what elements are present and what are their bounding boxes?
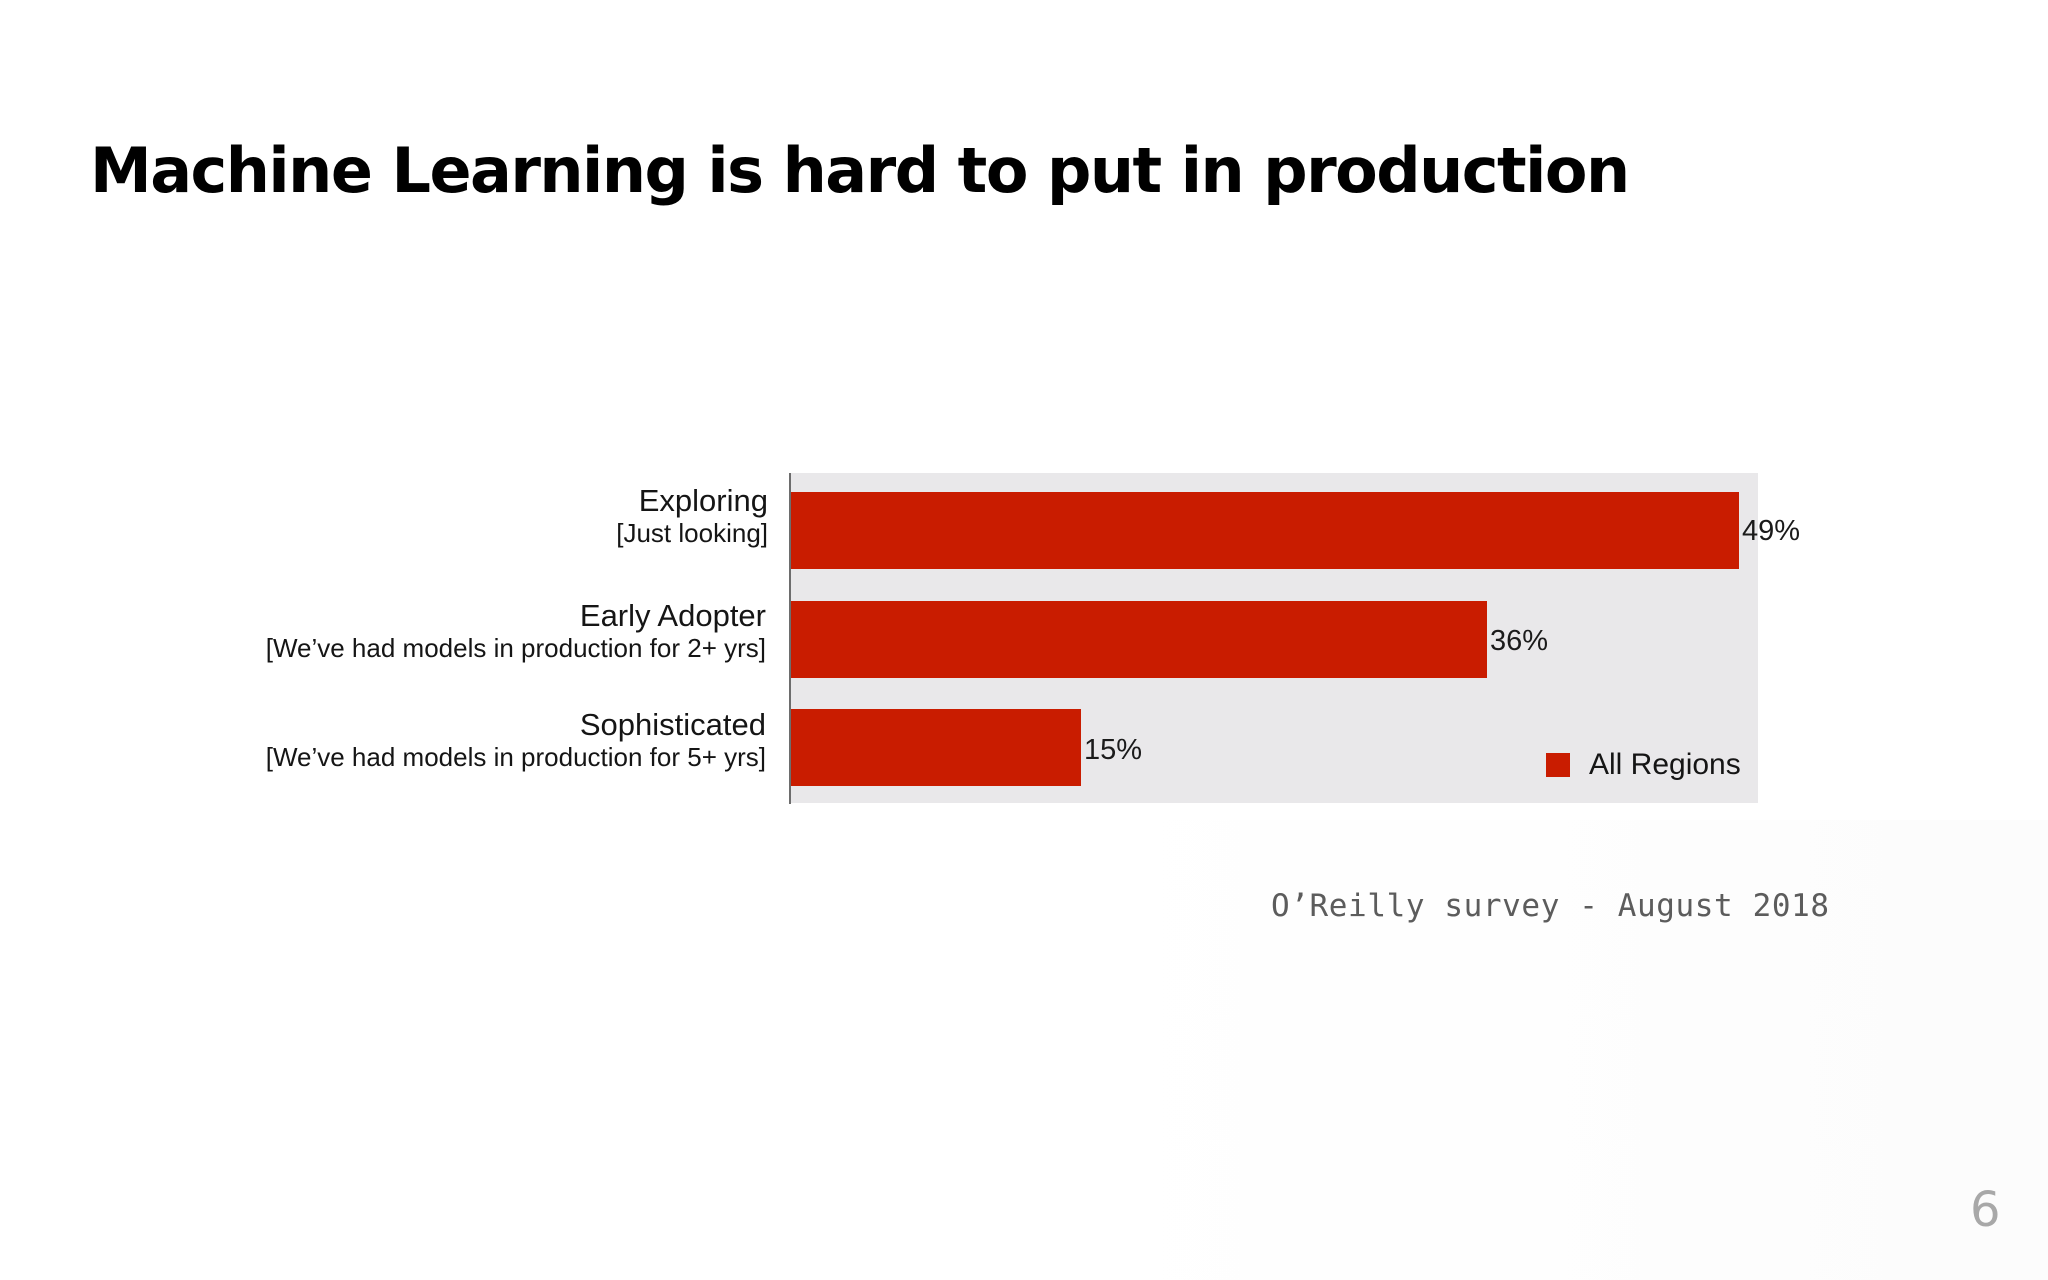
slide-background xyxy=(1080,820,2048,1280)
category-subtitle: [We’ve had models in production for 2+ y… xyxy=(265,633,766,663)
category-subtitle: [We’ve had models in production for 5+ y… xyxy=(265,742,766,772)
source-caption: O’Reilly survey - August 2018 xyxy=(1271,888,1830,924)
slide-title: Machine Learning is hard to put in produ… xyxy=(90,134,1630,207)
value-label-exploring: 49% xyxy=(1742,515,1801,547)
value-label-early-adopter: 36% xyxy=(1490,625,1549,657)
legend-label: All Regions xyxy=(1589,748,1741,781)
category-label-sophisticated: Sophisticated [We’ve had models in produ… xyxy=(266,707,766,773)
bar-sophisticated xyxy=(791,709,1081,786)
category-title: Exploring xyxy=(638,483,768,518)
category-label-exploring: Exploring [Just looking] xyxy=(616,483,768,549)
value-label-sophisticated: 15% xyxy=(1084,734,1143,766)
category-subtitle: [Just looking] xyxy=(616,518,768,548)
category-title: Sophisticated xyxy=(579,707,766,742)
bar-early-adopter xyxy=(791,601,1487,678)
category-title: Early Adopter xyxy=(579,598,766,633)
category-label-early-adopter: Early Adopter [We’ve had models in produ… xyxy=(266,598,766,664)
y-axis-line xyxy=(789,473,791,804)
page-number: 6 xyxy=(1970,1182,2001,1238)
bar-exploring xyxy=(791,492,1739,569)
chart-legend: All Regions xyxy=(1546,748,1741,782)
legend-swatch-icon xyxy=(1546,753,1570,777)
